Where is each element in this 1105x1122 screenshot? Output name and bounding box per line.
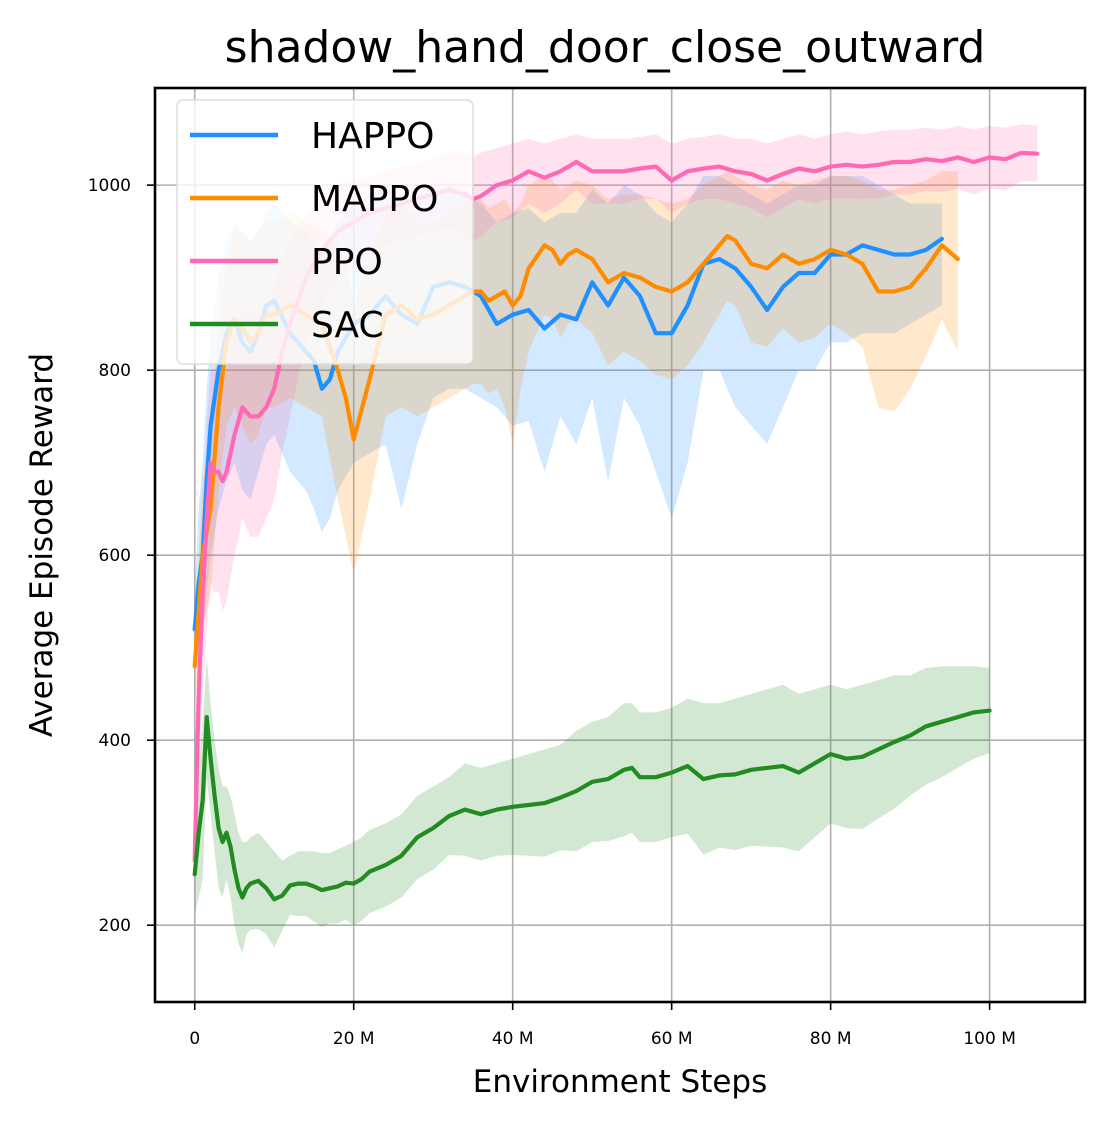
y-tick-label-0: 200 [99,916,131,936]
chart-title: shadow_hand_door_close_outward [225,22,986,73]
sac-confidence-band [194,656,990,953]
legend-sac-label: SAC [311,305,384,346]
x-tick-label-1: 20 M [333,1029,375,1049]
x-tick-label-3: 60 M [651,1029,693,1049]
plot-frame [153,86,1087,1004]
y-tick-label-3: 800 [99,361,131,381]
legend-mappo-label: MAPPO [311,179,438,220]
legend: HAPPO MAPPO PPO SAC [176,99,474,365]
y-tick-label-4: 1000 [88,176,131,196]
x-tick-label-0: 0 [189,1029,200,1049]
y-tick-label-2: 600 [99,546,131,566]
x-tick-label-4: 80 M [810,1029,852,1049]
y-axis-label: Average Episode Reward [24,353,60,737]
legend-happo-label: HAPPO [311,116,434,157]
ppo-series-line [192,150,1040,863]
axis-ticks: 0 20 M 40 M 60 M 80 M 100 M 200 400 600 800 1000 [88,176,1016,1049]
x-axis-label: Environment Steps [473,1064,768,1100]
sac-series-line [192,708,992,902]
x-tick-label-2: 40 M [492,1029,534,1049]
y-tick-label-1: 400 [99,731,131,751]
legend-ppo-label: PPO [311,242,383,283]
legend-box [176,99,474,365]
grid-lines [155,88,1085,1002]
x-tick-label-5: 100 M [963,1029,1016,1049]
